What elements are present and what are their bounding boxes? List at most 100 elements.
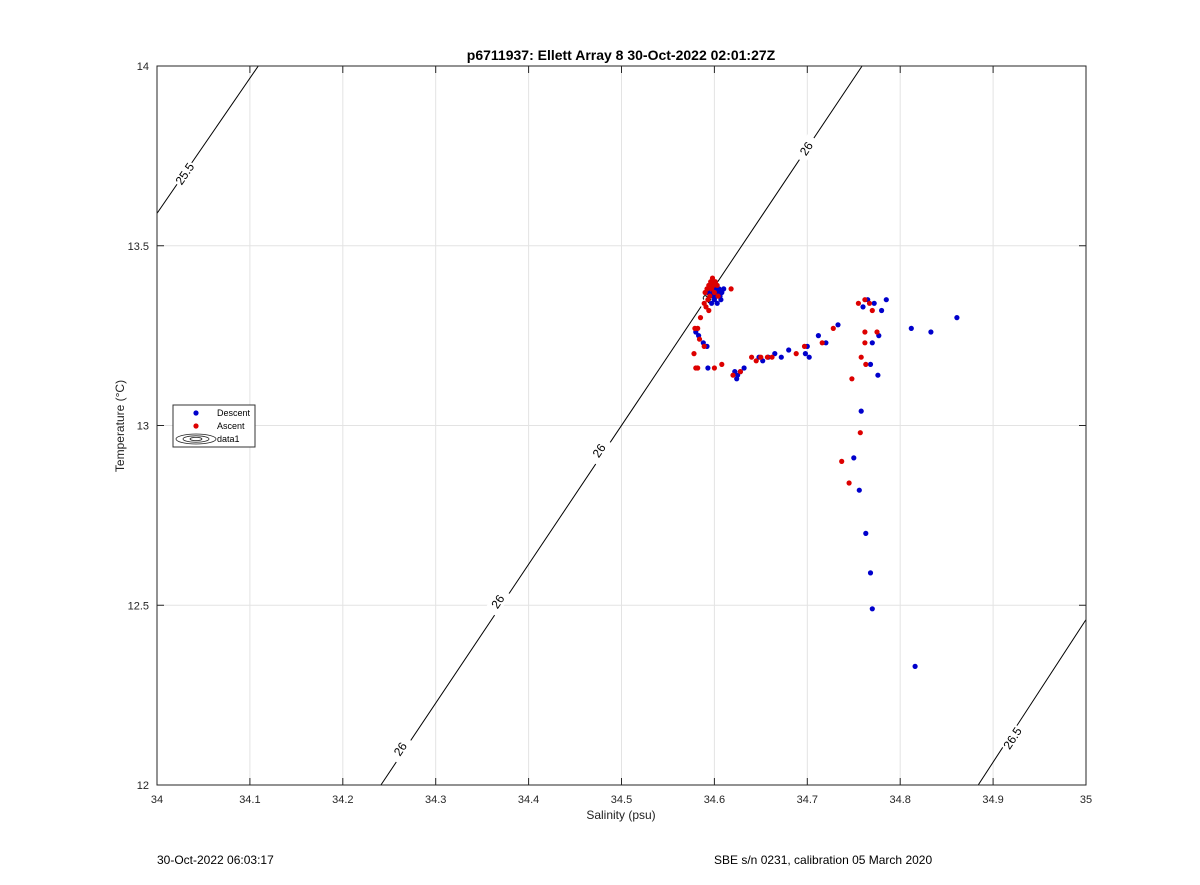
ascent-point xyxy=(758,354,764,360)
x-tick-label: 34.7 xyxy=(797,794,818,806)
y-tick-label: 13.5 xyxy=(128,241,149,253)
x-tick-label: 34.1 xyxy=(239,794,260,806)
density-contours xyxy=(157,66,1086,785)
ascent-point xyxy=(869,307,875,314)
contour-label-mask xyxy=(387,734,414,764)
ascent-point xyxy=(695,365,701,371)
ascent-point xyxy=(819,340,825,346)
x-tick-label: 34.2 xyxy=(332,794,353,806)
descent-point xyxy=(867,361,874,367)
y-tick-label: 12 xyxy=(137,780,149,792)
ascent-point xyxy=(719,361,725,367)
contour-label-mask xyxy=(484,587,511,617)
ascent-point xyxy=(737,369,744,375)
x-axis-label: Salinity (psu) xyxy=(586,808,655,822)
x-tick-label: 34.4 xyxy=(518,794,539,806)
legend-marker-ascent xyxy=(193,423,199,429)
ascent-point xyxy=(705,297,711,303)
ascent-point xyxy=(866,300,873,306)
contour-label: 26 xyxy=(484,587,511,617)
legend-label-data1: data1 xyxy=(217,434,240,444)
ascent-point xyxy=(839,458,845,464)
descent-point xyxy=(867,570,874,576)
ascent-point xyxy=(696,336,703,342)
x-tick-label: 34 xyxy=(151,794,163,806)
descent-point xyxy=(734,376,740,382)
ascent-point xyxy=(728,286,734,292)
descent-point xyxy=(851,455,857,461)
ascent-point xyxy=(764,354,771,360)
ascent-point xyxy=(714,282,720,288)
ascent-point xyxy=(711,365,718,371)
descent-point xyxy=(815,333,822,339)
ascent-point xyxy=(697,315,704,321)
ascent-point xyxy=(701,300,707,306)
y-tick-label: 14 xyxy=(137,61,149,73)
axis-ticks: 34 34.1 34.2 34.3 34.4 34.5 34.6 34.7 34.8 34.9 35… xyxy=(128,61,1093,806)
ascent-point xyxy=(863,361,869,367)
ascent-point xyxy=(691,351,697,357)
x-tick-label: 34.9 xyxy=(982,794,1003,806)
y-tick-label: 13 xyxy=(137,421,149,433)
ascent-point xyxy=(857,430,863,436)
data-points xyxy=(691,275,960,670)
footer-calibration: SBE s/n 0231, calibration 05 March 2020 xyxy=(714,853,933,867)
descent-point xyxy=(721,286,727,292)
descent-point xyxy=(823,340,829,346)
legend-marker-descent xyxy=(193,410,199,416)
x-tick-label: 34.6 xyxy=(704,794,725,806)
ascent-point xyxy=(858,354,864,360)
ascent-point xyxy=(695,325,701,331)
legend-label-ascent: Ascent xyxy=(217,421,245,431)
descent-point xyxy=(806,354,812,360)
legend-marker-contour xyxy=(175,433,217,445)
contour-label: 26 xyxy=(387,734,414,764)
contour-label: 26 xyxy=(586,436,613,466)
x-tick-label: 34.5 xyxy=(611,794,632,806)
density-contour-line xyxy=(977,619,1086,785)
descent-point xyxy=(786,347,792,353)
contour-label-mask xyxy=(171,159,199,189)
contour-label-mask xyxy=(586,436,613,466)
y-axis-label: Temperature (°C) xyxy=(113,380,127,472)
ascent-point xyxy=(701,343,707,349)
descent-point xyxy=(908,325,914,331)
descent-point xyxy=(860,304,866,310)
density-contour-line xyxy=(157,66,259,214)
ascent-point xyxy=(801,343,808,349)
ascent-point xyxy=(849,376,855,382)
descent-point xyxy=(912,663,918,670)
ascent-point xyxy=(793,351,799,357)
x-tick-label: 35 xyxy=(1080,794,1092,806)
ascent-point xyxy=(862,297,868,303)
descent-point xyxy=(718,297,724,303)
x-tick-label: 34.3 xyxy=(425,794,446,806)
descent-point xyxy=(741,365,747,371)
ascent-point xyxy=(711,289,718,296)
descent-point xyxy=(871,300,877,306)
descent-point xyxy=(858,408,864,414)
ascent-point xyxy=(874,329,880,335)
ascent-point xyxy=(749,354,755,360)
legend-box xyxy=(172,404,256,448)
y-tick-label: 12.5 xyxy=(128,600,149,612)
ascent-point xyxy=(769,354,775,360)
density-contour-labels: 25.5262626262626.5 xyxy=(171,134,1026,764)
descent-point xyxy=(772,351,778,357)
descent-point xyxy=(879,307,885,314)
ascent-point xyxy=(715,293,721,299)
descent-point xyxy=(856,487,862,493)
descent-point xyxy=(869,606,875,612)
descent-point xyxy=(875,372,881,378)
contour-label: 26 xyxy=(793,134,820,164)
descent-point xyxy=(714,300,720,306)
contour-label-mask xyxy=(999,723,1026,754)
descent-point xyxy=(928,329,934,335)
contour-label-mask xyxy=(793,134,820,164)
descent-point xyxy=(709,300,715,306)
ascent-point xyxy=(706,307,712,314)
ascent-point xyxy=(846,480,852,486)
ascent-point xyxy=(862,329,868,335)
descent-point xyxy=(778,354,784,360)
